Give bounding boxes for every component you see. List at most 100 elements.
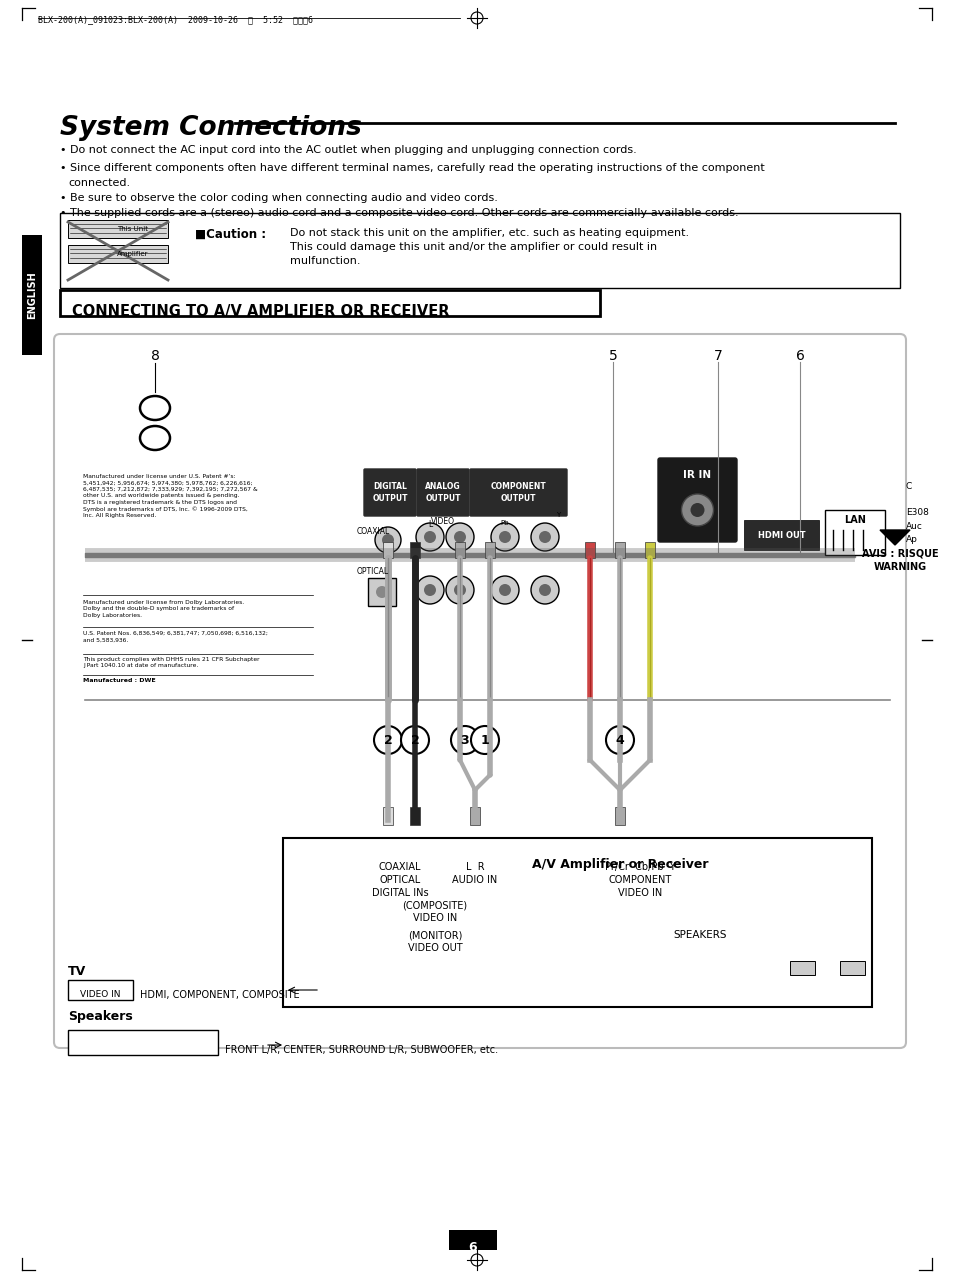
Circle shape (498, 584, 511, 596)
Circle shape (375, 527, 400, 553)
Text: ANALOG
OUTPUT: ANALOG OUTPUT (425, 483, 460, 502)
Circle shape (375, 587, 388, 598)
Text: 6: 6 (795, 349, 803, 363)
Text: DIGITAL
OUTPUT: DIGITAL OUTPUT (372, 483, 407, 502)
Text: A/V Amplifier or Receiver: A/V Amplifier or Receiver (531, 858, 707, 872)
Text: IR IN: IR IN (682, 470, 711, 481)
Bar (449, 1229, 497, 1250)
Text: • Do not connect the AC input cord into the AC outlet when plugging and unpluggi: • Do not connect the AC input cord into … (60, 144, 636, 155)
Text: 2: 2 (383, 734, 392, 746)
FancyBboxPatch shape (470, 469, 566, 516)
Circle shape (531, 523, 558, 551)
Text: VIDEO IN: VIDEO IN (80, 990, 120, 999)
Text: U.S. Patent Nos. 6,836,549; 6,381,747; 7,050,698; 6,516,132;
and 5,583,936.: U.S. Patent Nos. 6,836,549; 6,381,747; 7… (83, 631, 268, 643)
Text: Amplifier: Amplifier (117, 250, 149, 257)
Circle shape (680, 495, 713, 527)
Bar (410, 806, 419, 826)
Text: • The supplied cords are a (stereo) audio cord and a composite video cord. Other: • The supplied cords are a (stereo) audi… (60, 208, 738, 219)
FancyBboxPatch shape (54, 334, 905, 1048)
Circle shape (416, 523, 443, 551)
Circle shape (423, 530, 436, 543)
Text: LAN: LAN (843, 515, 865, 525)
Text: SPEAKERS: SPEAKERS (673, 930, 726, 941)
Text: COAXIAL: COAXIAL (356, 527, 390, 535)
Bar (644, 542, 655, 558)
Ellipse shape (140, 426, 170, 450)
Text: BLX-200(A)_091023:BLX-200(A)  2009-10-26  오  5:52  페이직6: BLX-200(A)_091023:BLX-200(A) 2009-10-26 … (38, 15, 313, 24)
Text: • Since different components often have different terminal names, carefully read: • Since different components often have … (60, 164, 764, 173)
Circle shape (498, 530, 511, 543)
Text: Pb: Pb (500, 520, 509, 527)
Text: connected.: connected. (68, 178, 130, 188)
Text: Speakers: Speakers (68, 1010, 132, 1022)
Circle shape (538, 584, 551, 596)
Bar (382, 806, 393, 826)
Text: 6: 6 (468, 1241, 476, 1254)
Text: 3: 3 (460, 734, 469, 746)
Circle shape (400, 726, 429, 754)
Text: 2: 2 (410, 734, 419, 746)
Text: 8: 8 (151, 349, 159, 363)
Text: VIDEO: VIDEO (431, 518, 455, 527)
Bar (455, 542, 464, 558)
Text: (MONITOR)
VIDEO OUT: (MONITOR) VIDEO OUT (407, 930, 462, 953)
Ellipse shape (140, 396, 170, 420)
Text: • Be sure to observe the color coding when connecting audio and video cords.: • Be sure to observe the color coding wh… (60, 193, 497, 203)
Text: 4: 4 (615, 734, 623, 746)
Bar (368, 578, 395, 606)
Bar (60, 290, 599, 316)
Text: TV: TV (68, 965, 86, 978)
Text: HDMI, COMPONENT, COMPOSITE: HDMI, COMPONENT, COMPOSITE (140, 990, 299, 999)
Text: System Connections: System Connections (60, 115, 361, 141)
Text: Pr/Cr  Cb/Pb  Y
COMPONENT
VIDEO IN: Pr/Cr Cb/Pb Y COMPONENT VIDEO IN (604, 861, 675, 897)
Text: Do not stack this unit on the amplifier, etc. such as heating equipment.
This co: Do not stack this unit on the amplifier,… (290, 227, 688, 266)
Circle shape (454, 530, 465, 543)
Text: FRONT L/R, CENTER, SURROUND L/R, SUBWOOFER, etc.: FRONT L/R, CENTER, SURROUND L/R, SUBWOOF… (225, 1045, 497, 1056)
FancyBboxPatch shape (364, 469, 416, 516)
Text: (COMPOSITE)
VIDEO IN: (COMPOSITE) VIDEO IN (402, 900, 467, 923)
Text: ■Caution :: ■Caution : (194, 227, 270, 242)
Circle shape (471, 726, 498, 754)
Circle shape (381, 534, 394, 546)
Circle shape (491, 576, 518, 604)
Text: OPTICAL: OPTICAL (356, 567, 389, 576)
Text: C

E308
Auc
Ap: C E308 Auc Ap (905, 482, 928, 544)
Text: AVIS : RISQUE
WARNING: AVIS : RISQUE WARNING (861, 548, 938, 571)
Circle shape (605, 726, 634, 754)
Circle shape (690, 504, 703, 518)
Circle shape (451, 726, 478, 754)
Text: Manufactured under license from Dolby Laboratories.
Dolby and the double-D symbo: Manufactured under license from Dolby La… (83, 599, 244, 617)
Bar (615, 542, 624, 558)
Bar (382, 542, 393, 558)
Text: Y: Y (556, 512, 559, 518)
Bar (68, 1030, 218, 1056)
Text: Manufactured : DWE: Manufactured : DWE (83, 679, 155, 682)
Bar (484, 542, 495, 558)
Text: 5: 5 (608, 349, 617, 363)
Bar (824, 510, 884, 555)
Text: L  R
AUDIO IN: L R AUDIO IN (452, 861, 497, 884)
Text: ENGLISH: ENGLISH (27, 271, 37, 320)
Text: COAXIAL
OPTICAL
DIGITAL INs: COAXIAL OPTICAL DIGITAL INs (372, 861, 428, 897)
Bar (68, 220, 168, 238)
FancyBboxPatch shape (283, 838, 871, 1007)
Text: COMPONENT
OUTPUT: COMPONENT OUTPUT (490, 483, 546, 502)
FancyBboxPatch shape (658, 458, 737, 542)
Bar (743, 520, 818, 550)
Text: Manufactured under license under U.S. Patent #’s:
5,451,942; 5,956,674; 5,974,38: Manufactured under license under U.S. Pa… (83, 474, 257, 519)
Circle shape (531, 576, 558, 604)
Bar (470, 806, 479, 826)
Polygon shape (879, 530, 909, 544)
Bar (68, 980, 132, 999)
Text: This Unit: This Unit (117, 226, 149, 233)
Circle shape (538, 530, 551, 543)
Text: 7: 7 (713, 349, 721, 363)
Bar (410, 542, 419, 558)
Bar (60, 213, 899, 288)
Bar (22, 235, 42, 355)
Circle shape (416, 576, 443, 604)
Text: HDMI OUT: HDMI OUT (757, 530, 804, 539)
Bar (789, 961, 814, 975)
Bar (615, 806, 624, 826)
FancyBboxPatch shape (416, 469, 469, 516)
